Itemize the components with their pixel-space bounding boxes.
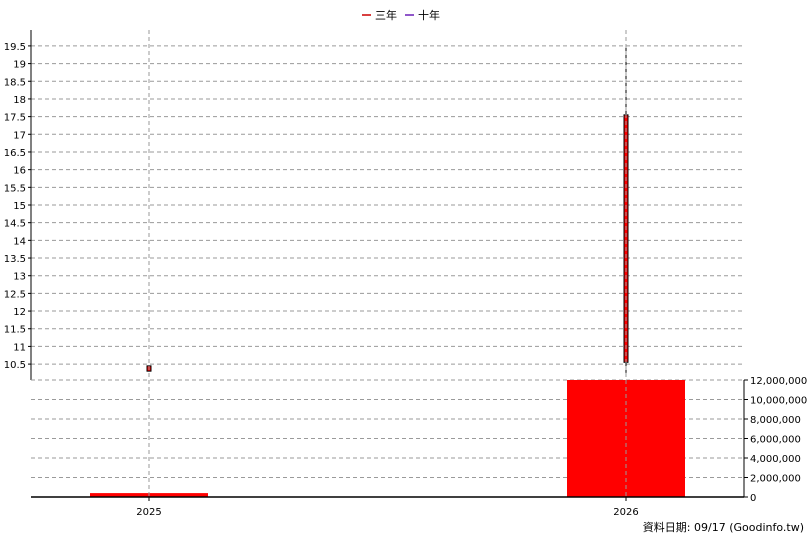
price-tick-label: 13 <box>13 272 26 283</box>
price-tick-label: 15.5 <box>4 183 26 194</box>
price-grid <box>31 45 744 365</box>
price-tick-label: 19 <box>13 60 26 71</box>
legend-label-3y: 三年 <box>375 8 397 22</box>
volume-y-ticks: 12,000,000 10,000,000 8,000,000 6,000,000 4,… <box>744 376 807 504</box>
price-tick-label: 18.5 <box>4 77 26 88</box>
price-y-ticks: 10.5 11 11.5 12 12.5 13 13.5 14 14.5 15 15.5 16 16.5… <box>4 42 31 371</box>
price-tick-label: 13.5 <box>4 254 26 265</box>
price-tick-label: 12 <box>13 307 26 318</box>
x-axis-labels: 2025 2026 <box>136 497 639 518</box>
volume-tick-label: 10,000,000 <box>750 396 807 407</box>
data-date-footer: 資料日期: 09/17 (Goodinfo.tw) <box>643 520 804 534</box>
legend-label-10y: 十年 <box>418 8 440 22</box>
volume-tick-label: 0 <box>750 493 756 504</box>
price-tick-label: 11 <box>13 342 26 353</box>
volume-panel: 12,000,000 10,000,000 8,000,000 6,000,000 4,… <box>31 376 807 504</box>
volume-tick-label: 8,000,000 <box>750 415 801 426</box>
price-tick-label: 14 <box>13 236 26 247</box>
volume-tick-label: 6,000,000 <box>750 435 801 446</box>
price-tick-label: 17.5 <box>4 113 26 124</box>
x-tick-label: 2026 <box>613 507 638 518</box>
price-tick-label: 10.5 <box>4 360 26 371</box>
price-tick-label: 16.5 <box>4 148 26 159</box>
volume-tick-label: 12,000,000 <box>750 376 807 387</box>
x-tick-label: 2025 <box>136 507 161 518</box>
price-tick-label: 17 <box>13 130 26 141</box>
volume-tick-label: 4,000,000 <box>750 454 801 465</box>
price-tick-label: 14.5 <box>4 219 26 230</box>
price-tick-label: 18 <box>13 95 26 106</box>
price-tick-label: 16 <box>13 166 26 177</box>
price-panel: 10.5 11 11.5 12 12.5 13 13.5 14 14.5 15 15.5 16 16.5… <box>4 30 744 380</box>
volume-tick-label: 2,000,000 <box>750 474 801 485</box>
legend: 三年 十年 <box>362 8 440 22</box>
category-guides <box>148 30 627 497</box>
price-tick-label: 15 <box>13 201 26 212</box>
price-tick-label: 19.5 <box>4 42 26 53</box>
price-tick-label: 11.5 <box>4 325 26 336</box>
candles <box>146 45 629 373</box>
price-tick-label: 12.5 <box>4 289 26 300</box>
